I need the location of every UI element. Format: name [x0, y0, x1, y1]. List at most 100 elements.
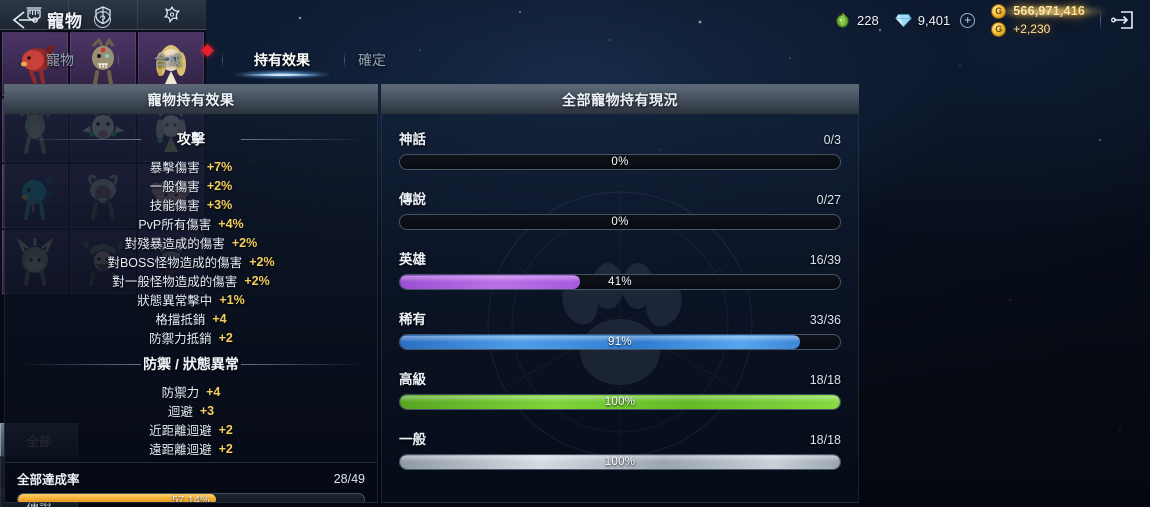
- rarity-count: 0/3: [823, 133, 841, 147]
- effect-name: 對BOSS怪物造成的傷害: [107, 256, 243, 270]
- tab-owned-effects[interactable]: 持有效果: [226, 44, 338, 79]
- effect-name: 一般傷害: [149, 180, 200, 194]
- effect-row: 格擋抵銷 +4: [5, 309, 377, 328]
- page-title: 寵物: [47, 12, 83, 31]
- rarity-progress-bar: 0%: [399, 214, 841, 230]
- owned-effects-panel: 寵物持有效果 攻擊 暴擊傷害 +7% 一般傷害 +2% 技能傷害 +3% PvP所有傷害 +4%…: [4, 84, 378, 503]
- effect-value: +4%: [218, 216, 244, 231]
- effect-name: 近距離迴避: [149, 424, 212, 438]
- effect-row: 狀態異常擊中 +1%: [5, 290, 377, 309]
- rarity-progress-item: 高級 18/18 100%: [399, 368, 841, 410]
- rarity-percent: 0%: [611, 216, 629, 228]
- rarity-count: 16/39: [809, 253, 841, 267]
- rarity-name: 傳說: [399, 192, 426, 207]
- pet-ownership-panel: 全部寵物持有現況 神話 0/3 0% 傳說 0/27 0% 英雄 16/39 41: [381, 84, 859, 503]
- rarity-header: 英雄 16/39: [399, 248, 841, 268]
- rarity-name: 神話: [399, 132, 426, 147]
- achievement-label: 全部達成率: [17, 473, 80, 487]
- rarity-progress-item: 英雄 16/39 41%: [399, 248, 841, 290]
- add-gem-button[interactable]: +: [960, 12, 976, 28]
- effect-row: 防禦力 +4: [5, 382, 377, 401]
- effect-row: 對殘暴造成的傷害 +2%: [5, 233, 377, 252]
- effect-value: +4: [206, 384, 221, 399]
- rarity-name: 英雄: [399, 252, 426, 267]
- effect-row: 技能傷害 +3%: [5, 195, 377, 214]
- pet-ownership-body: 神話 0/3 0% 傳說 0/27 0% 英雄 16/39 41% 稀有 33/36 91% 高級 18/…: [381, 114, 859, 503]
- effect-row: 暴擊傷害 +7%: [5, 157, 377, 176]
- effect-value: +2%: [249, 254, 275, 269]
- rarity-name: 高級: [399, 372, 426, 387]
- effect-row: 迴避 +3: [5, 401, 377, 420]
- divider: [1100, 9, 1101, 31]
- back-arrow-icon[interactable]: [12, 9, 38, 31]
- rarity-progress-bar: 91%: [399, 334, 841, 350]
- rarity-progress-item: 一般 18/18 100%: [399, 428, 841, 470]
- rarity-header: 神話 0/3: [399, 128, 841, 148]
- gem-currency[interactable]: 9,401 +: [895, 12, 976, 28]
- tab-label: 持有效果: [254, 52, 310, 68]
- tab-label: 確定: [358, 52, 386, 68]
- rarity-progress-bar: 100%: [399, 394, 841, 410]
- back-group: 寵物 ?: [12, 7, 111, 32]
- effect-section-title: 攻擊: [5, 126, 377, 152]
- effect-value: +3%: [206, 197, 233, 212]
- rarity-percent: 100%: [604, 396, 636, 408]
- rarity-count: 18/18: [809, 373, 841, 387]
- effect-section-label: 防禦 / 狀態異常: [143, 356, 239, 372]
- gold-main-row: G 566,971,416: [991, 2, 1085, 21]
- effect-row: 對一般怪物造成的傷害 +2%: [5, 271, 377, 290]
- rarity-progress-item: 稀有 33/36 91%: [399, 308, 841, 350]
- energy-currency[interactable]: 228: [834, 12, 879, 29]
- effect-value: +2: [218, 330, 233, 345]
- tab-divider: [222, 52, 223, 68]
- tab-label: 寵物: [46, 52, 74, 68]
- effect-row: 近距離迴避 +2: [5, 420, 377, 439]
- tab-confirm[interactable]: 確定: [326, 44, 418, 76]
- rarity-name: 一般: [399, 432, 426, 447]
- tab-divider: [118, 52, 119, 68]
- effects-list: 攻擊暴擊傷害 +7% 一般傷害 +2% 技能傷害 +3% PvP所有傷害 +4% 對殘暴造成的傷…: [5, 114, 377, 462]
- gem-value: 9,401: [917, 12, 951, 28]
- effect-name: 遠距離迴避: [149, 443, 212, 457]
- effect-name: 防禦力抵銷: [149, 332, 212, 346]
- effect-name: 對一般怪物造成的傷害: [112, 275, 238, 289]
- rarity-header: 稀有 33/36: [399, 308, 841, 328]
- effect-value: +2: [218, 422, 233, 437]
- diamond-icon: [895, 13, 912, 27]
- effect-value: +7%: [206, 159, 233, 174]
- effect-name: 格擋抵銷: [155, 313, 206, 327]
- exit-door-icon[interactable]: [1110, 8, 1136, 32]
- effect-name: 防禦力: [161, 386, 200, 400]
- effect-value: +1%: [219, 292, 245, 307]
- gold-currency[interactable]: G 566,971,416 G +2,230: [991, 0, 1108, 40]
- effect-name: 狀態異常擊中: [137, 294, 213, 308]
- achievement-header: 全部達成率 28/49: [17, 469, 365, 488]
- gold-coin-icon: G: [991, 3, 1007, 19]
- rarity-progress-item: 傳說 0/27 0%: [399, 188, 841, 230]
- effect-name: 暴擊傷害: [149, 161, 200, 175]
- effect-name: 迴避: [167, 405, 193, 419]
- effect-row: PvP所有傷害 +4%: [5, 214, 377, 233]
- effect-value: +4: [212, 311, 227, 326]
- question-mark-icon[interactable]: ?: [94, 11, 111, 28]
- gold-gain-value: +2,230: [1013, 22, 1051, 36]
- tab-bar: 寵物 合成 持有效果 確定: [0, 44, 862, 79]
- tab-synthesis[interactable]: 合成: [122, 44, 214, 76]
- rarity-progress-bar: 0%: [399, 154, 841, 170]
- effect-value: +3: [199, 403, 215, 418]
- rarity-progress-bar: 100%: [399, 454, 841, 470]
- tab-pets[interactable]: 寵物: [14, 44, 106, 76]
- effect-row: 遠距離迴避 +2: [5, 439, 377, 458]
- rarity-percent: 100%: [604, 456, 636, 468]
- effect-value: +2%: [244, 273, 270, 288]
- currency-bar: 228 9,401 + G 566,971,416 G: [834, 3, 1136, 37]
- achievement-progress-bar: 57.14%: [17, 493, 365, 502]
- effect-value: +2%: [206, 178, 233, 193]
- rarity-percent: 91%: [608, 336, 632, 348]
- effect-section-label: 攻擊: [177, 131, 205, 147]
- rarity-count: 33/36: [809, 313, 841, 327]
- gold-coin-icon: G: [991, 21, 1007, 37]
- rarity-header: 傳說 0/27: [399, 188, 841, 208]
- achievement-count: 28/49: [333, 471, 365, 486]
- rarity-name: 稀有: [399, 312, 426, 327]
